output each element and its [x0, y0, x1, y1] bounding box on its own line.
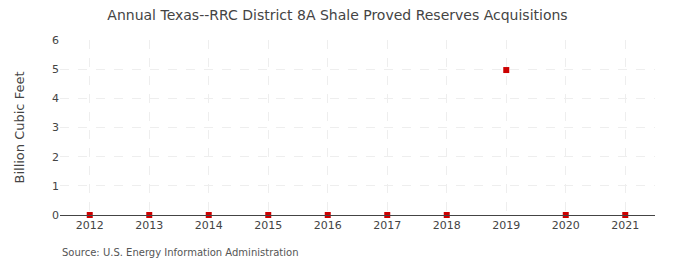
svg-text:2: 2: [52, 151, 59, 164]
svg-text:2012: 2012: [76, 219, 104, 232]
svg-text:6: 6: [52, 34, 59, 47]
svg-text:2017: 2017: [373, 219, 401, 232]
svg-text:2016: 2016: [314, 219, 342, 232]
svg-text:2014: 2014: [195, 219, 223, 232]
svg-text:4: 4: [52, 92, 59, 105]
svg-text:Annual Texas--RRC District 8A: Annual Texas--RRC District 8A Shale Prov…: [107, 7, 567, 23]
svg-text:1: 1: [52, 180, 59, 193]
svg-text:2018: 2018: [433, 219, 461, 232]
svg-text:2019: 2019: [492, 219, 520, 232]
svg-text:Source: U.S. Energy Informatio: Source: U.S. Energy Information Administ…: [62, 247, 299, 258]
svg-text:2021: 2021: [611, 219, 639, 232]
svg-text:2015: 2015: [254, 219, 282, 232]
svg-text:0: 0: [52, 209, 59, 222]
svg-text:2020: 2020: [552, 219, 580, 232]
svg-text:Billion Cubic Feet: Billion Cubic Feet: [12, 71, 27, 183]
svg-text:5: 5: [52, 63, 59, 76]
svg-text:3: 3: [52, 121, 59, 134]
svg-text:2013: 2013: [135, 219, 163, 232]
